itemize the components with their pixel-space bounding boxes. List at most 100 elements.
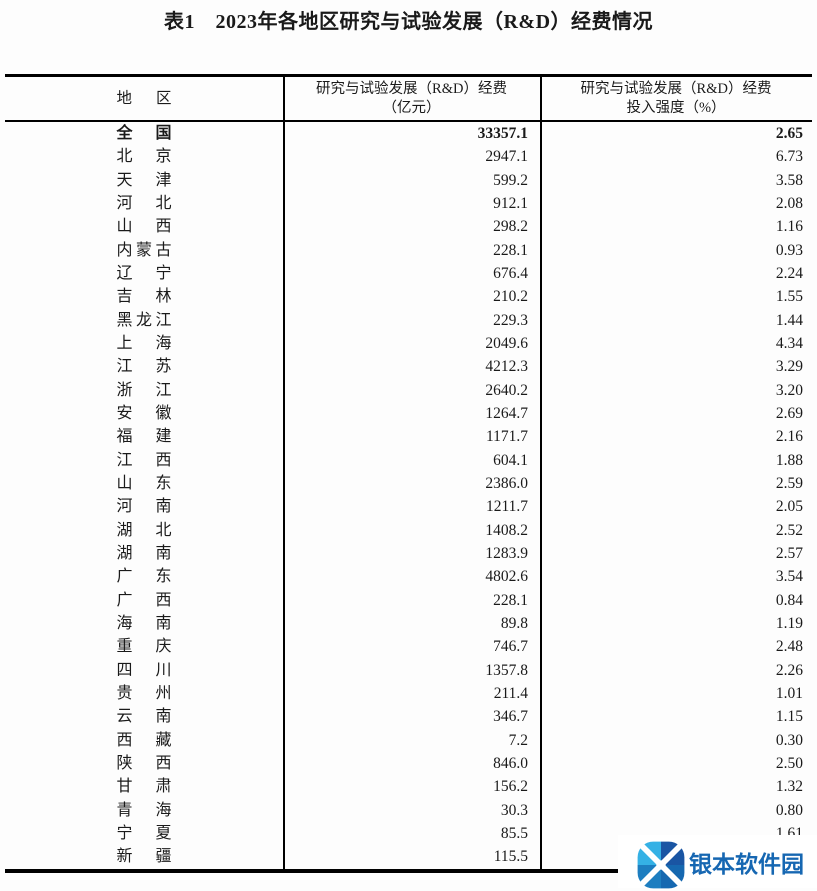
funds-value: 7.2 (508, 731, 528, 749)
intensity-value: 0.80 (775, 801, 803, 819)
table-row: 河南 1211.7 2.05 (5, 495, 812, 518)
funds-value: 2640.2 (485, 381, 528, 399)
table-header-row: 地区 研究与试验发展（R&D）经费 （亿元） 研究与试验发展（R&D）经费 投入… (5, 74, 812, 122)
region-name: 福建 (116, 428, 172, 446)
rd-expenditure-table: 地区 研究与试验发展（R&D）经费 （亿元） 研究与试验发展（R&D）经费 投入… (5, 74, 812, 873)
region-name: 四川 (116, 661, 172, 679)
table-row: 广西 228.1 0.84 (5, 589, 812, 612)
intensity-value: 6.73 (775, 148, 803, 166)
region-cell: 山东 (5, 472, 283, 495)
region-name: 全国 (116, 125, 172, 142)
region-cell: 重庆 (5, 635, 283, 658)
region-cell: 江苏 (5, 355, 283, 378)
region-cell: 甘肃 (5, 775, 283, 798)
intensity-value: 3.54 (775, 568, 803, 586)
region-cell: 海南 (5, 612, 283, 635)
funds-value: 1283.9 (485, 544, 528, 562)
funds-value: 30.3 (500, 801, 528, 819)
region-cell: 云南 (5, 705, 283, 728)
funds-value: 599.2 (493, 171, 528, 189)
funds-value: 228.1 (493, 591, 528, 609)
region-cell: 上海 (5, 332, 283, 355)
funds-value: 746.7 (493, 638, 528, 656)
table-bottom-border (5, 869, 812, 873)
table-row: 福建 1171.7 2.16 (5, 425, 812, 448)
region-name: 山西 (116, 218, 172, 236)
region-name: 吉林 (116, 288, 172, 306)
intensity-value: 2.69 (775, 404, 803, 422)
region-name: 湖南 (116, 544, 172, 562)
table-row: 湖南 1283.9 2.57 (5, 542, 812, 565)
table-row: 西藏 7.2 0.30 (5, 729, 812, 752)
funds-value: 115.5 (493, 848, 528, 866)
region-cell: 辽宁 (5, 262, 283, 285)
table-row: 四川 1357.8 2.26 (5, 659, 812, 682)
funds-value: 1171.7 (485, 428, 528, 446)
region-name: 重庆 (116, 638, 172, 656)
region-cell: 河北 (5, 192, 283, 215)
intensity-value: 2.65 (775, 125, 803, 142)
region-name: 上海 (116, 334, 172, 352)
region-name: 湖北 (116, 521, 172, 539)
column-divider-1 (283, 74, 285, 869)
funds-value: 676.4 (493, 264, 528, 282)
funds-value: 211.4 (493, 684, 528, 702)
intensity-value: 2.16 (775, 428, 803, 446)
table-row: 北京 2947.1 6.73 (5, 145, 812, 168)
intensity-value: 2.50 (775, 754, 803, 772)
region-name: 海南 (116, 614, 172, 632)
table-row: 河北 912.1 2.08 (5, 192, 812, 215)
funds-value: 298.2 (493, 218, 528, 236)
header-intensity-line2: 投入强度（%） (626, 99, 726, 116)
watermark: 银本软件园 (618, 835, 817, 888)
region-name: 天津 (116, 171, 172, 189)
table-row: 浙江 2640.2 3.20 (5, 379, 812, 402)
region-name: 云南 (116, 708, 172, 726)
intensity-value: 2.05 (775, 498, 803, 516)
funds-value: 156.2 (493, 778, 528, 796)
intensity-value: 3.58 (775, 171, 803, 189)
column-divider-2 (540, 74, 542, 869)
funds-value: 1264.7 (485, 404, 528, 422)
region-cell: 安徽 (5, 402, 283, 425)
table-title: 表1 2023年各地区研究与试验发展（R&D）经费情况 (163, 11, 654, 33)
region-name: 广东 (116, 568, 172, 586)
intensity-value: 1.15 (775, 708, 803, 726)
intensity-value: 4.34 (775, 334, 803, 352)
table-row: 陕西 846.0 2.50 (5, 752, 812, 775)
intensity-value: 0.84 (775, 591, 803, 609)
funds-value: 2947.1 (485, 148, 528, 166)
intensity-value: 0.30 (775, 731, 803, 749)
region-name: 河北 (116, 194, 172, 212)
region-name: 浙江 (116, 381, 172, 399)
table-row: 甘肃 156.2 1.32 (5, 775, 812, 798)
region-cell: 全国 (5, 122, 283, 145)
table-row: 山东 2386.0 2.59 (5, 472, 812, 495)
header-region: 地区 (116, 90, 172, 107)
region-cell: 贵州 (5, 682, 283, 705)
funds-value: 2386.0 (485, 474, 528, 492)
table-row: 安徽 1264.7 2.69 (5, 402, 812, 425)
region-name: 西藏 (116, 731, 172, 749)
region-cell: 陕西 (5, 752, 283, 775)
region-cell: 湖北 (5, 519, 283, 542)
intensity-value: 1.88 (775, 451, 803, 469)
region-cell: 四川 (5, 659, 283, 682)
region-cell: 广东 (5, 565, 283, 588)
intensity-value: 1.19 (775, 614, 803, 632)
funds-value: 1408.2 (485, 521, 528, 539)
funds-value: 4802.6 (485, 568, 528, 586)
header-funds-line2: （亿元） (382, 99, 441, 116)
table-row: 上海 2049.6 4.34 (5, 332, 812, 355)
intensity-value: 2.59 (775, 474, 803, 492)
region-name: 黑龙江 (116, 311, 172, 329)
intensity-value: 3.29 (775, 358, 803, 376)
region-cell: 江西 (5, 449, 283, 472)
region-name: 甘肃 (116, 778, 172, 796)
funds-value: 4212.3 (485, 358, 528, 376)
region-cell: 青海 (5, 799, 283, 822)
region-name: 青海 (116, 801, 172, 819)
region-name: 广西 (116, 591, 172, 609)
header-intensity-line1: 研究与试验发展（R&D）经费 (580, 80, 772, 97)
intensity-value: 1.32 (775, 778, 803, 796)
